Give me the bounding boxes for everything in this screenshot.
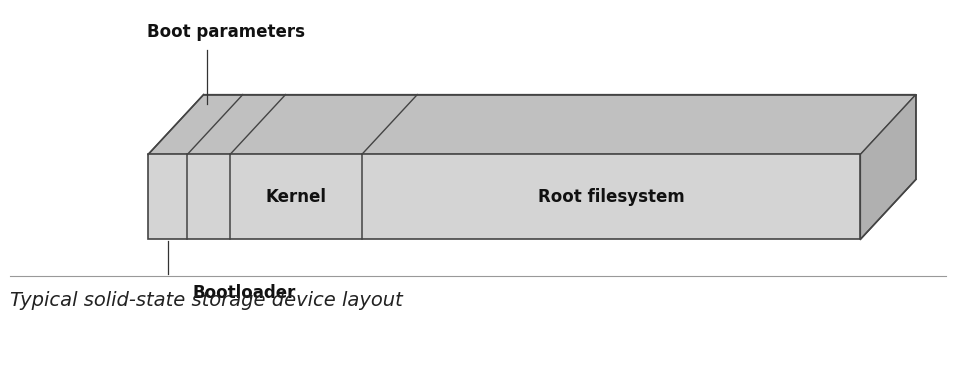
Polygon shape (148, 95, 916, 154)
Bar (187, 154, 230, 239)
Text: Root filesystem: Root filesystem (537, 188, 684, 206)
Text: Bootloader: Bootloader (192, 284, 295, 302)
Bar (361, 154, 860, 239)
Text: Kernel: Kernel (266, 188, 326, 206)
Text: Boot parameters: Boot parameters (147, 22, 305, 41)
Polygon shape (860, 95, 916, 239)
Bar (230, 154, 361, 239)
Bar (148, 154, 187, 239)
Bar (148, 154, 860, 239)
Text: Typical solid-state storage device layout: Typical solid-state storage device layou… (10, 291, 402, 310)
